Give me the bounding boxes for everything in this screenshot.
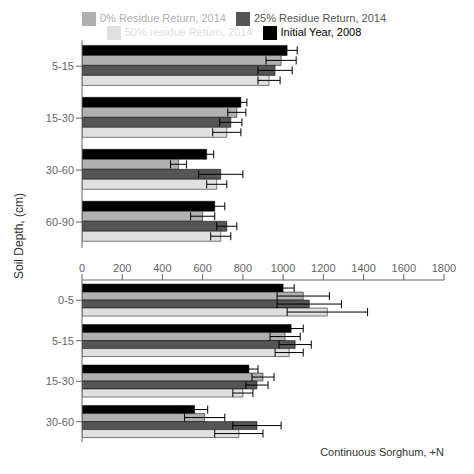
svg-text:5-15: 5-15 <box>52 60 74 72</box>
svg-text:600: 600 <box>193 262 211 274</box>
svg-text:60-90: 60-90 <box>46 216 74 228</box>
svg-text:200: 200 <box>113 262 131 274</box>
svg-text:1400: 1400 <box>351 262 375 274</box>
svg-text:400: 400 <box>153 262 171 274</box>
svg-text:1200: 1200 <box>311 262 335 274</box>
svg-text:800: 800 <box>234 262 252 274</box>
svg-text:0-5: 0-5 <box>58 294 74 306</box>
html-text:Initial Year, 2008: Initial Year, 2008 <box>280 26 362 39</box>
svg-text:30-60: 30-60 <box>46 416 74 428</box>
svg-text:15-30: 15-30 <box>46 112 74 124</box>
svg-text:1000: 1000 <box>271 262 295 274</box>
svg-text:0: 0 <box>79 262 85 274</box>
html-text:Soil Depth, (cm): Soil Depth, (cm) <box>12 193 26 279</box>
svg-text:5-15: 5-15 <box>52 335 74 347</box>
html-text:50% residue Return, 2014: 50% residue Return, 2014 <box>124 26 253 39</box>
html-text:25% Residue Return, 2014: 25% Residue Return, 2014 <box>253 12 386 24</box>
html-text:0% Residue Return, 2014: 0% Residue Return, 2014 <box>100 12 226 24</box>
svg-text:1800: 1800 <box>432 262 456 274</box>
svg-text:1600: 1600 <box>392 262 416 274</box>
svg-text:30-60: 30-60 <box>46 164 74 176</box>
html-text:Continuous Sorghum, +N: Continuous Sorghum, +N <box>320 446 444 458</box>
svg-text:15-30: 15-30 <box>46 375 74 387</box>
